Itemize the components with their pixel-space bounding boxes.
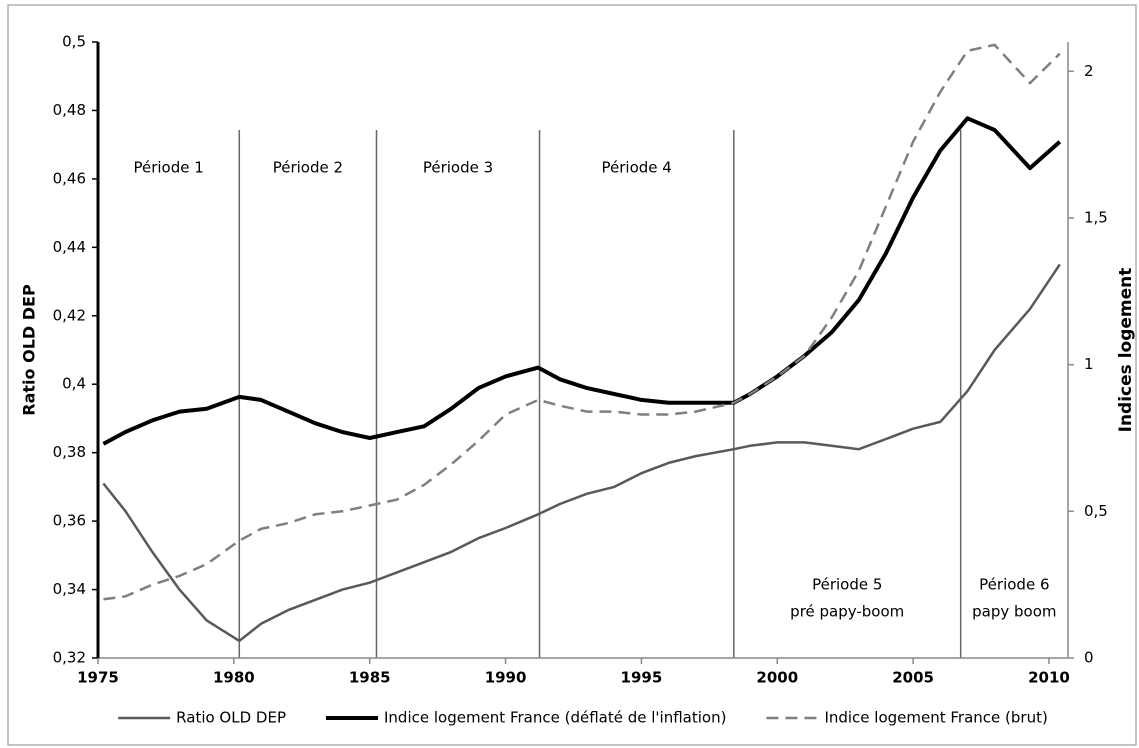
series-line (103, 43, 1061, 601)
x-tick-label: 1975 (77, 669, 119, 687)
y-tick-label: 0,34 (53, 580, 86, 598)
y-tick-label: 0,48 (53, 101, 86, 119)
period-label: pré papy-boom (790, 603, 904, 621)
y-tick-label: 0,5 (62, 33, 86, 51)
series-line (102, 263, 1061, 643)
period-label: Période 4 (602, 159, 672, 177)
y-axis-label: Ratio OLD DEP (20, 284, 39, 416)
y2-tick-label: 1 (1084, 355, 1094, 373)
period-label: papy boom (972, 603, 1056, 621)
x-tick-label: 2005 (892, 669, 934, 687)
x-tick-label: 1985 (349, 669, 391, 687)
series-line (102, 116, 1062, 446)
period-label: Période 6 (979, 576, 1049, 594)
y2-tick-label: 0 (1084, 649, 1094, 667)
legend-label: Ratio OLD DEP (176, 709, 286, 727)
y-tick-label: 0,44 (53, 238, 86, 256)
period-label: Période 5 (812, 576, 882, 594)
y-tick-label: 0,4 (62, 375, 86, 393)
y-tick-label: 0,46 (53, 169, 86, 187)
x-tick-label: 1980 (213, 669, 255, 687)
y2-tick-label: 1,5 (1084, 209, 1108, 227)
period-label: Période 1 (133, 159, 203, 177)
y-tick-label: 0,32 (53, 649, 86, 667)
frame (7, 4, 1137, 746)
y-tick-label: 0,36 (53, 512, 86, 530)
legend-label: Indice logement France (déflaté de l'inf… (384, 709, 726, 727)
y2-axis-label: Indices logement (1116, 268, 1136, 433)
period-label: Période 3 (423, 159, 493, 177)
legend-label: Indice logement France (brut) (824, 709, 1047, 727)
x-tick-label: 1990 (485, 669, 527, 687)
x-tick-label: 2000 (756, 669, 798, 687)
y-tick-label: 0,38 (53, 443, 86, 461)
y2-tick-label: 0,5 (1084, 502, 1108, 520)
y-tick-label: 0,42 (53, 306, 86, 324)
x-tick-label: 2010 (1028, 669, 1070, 687)
x-tick-label: 1995 (621, 669, 663, 687)
y2-tick-label: 2 (1084, 62, 1094, 80)
period-label: Période 2 (273, 159, 343, 177)
